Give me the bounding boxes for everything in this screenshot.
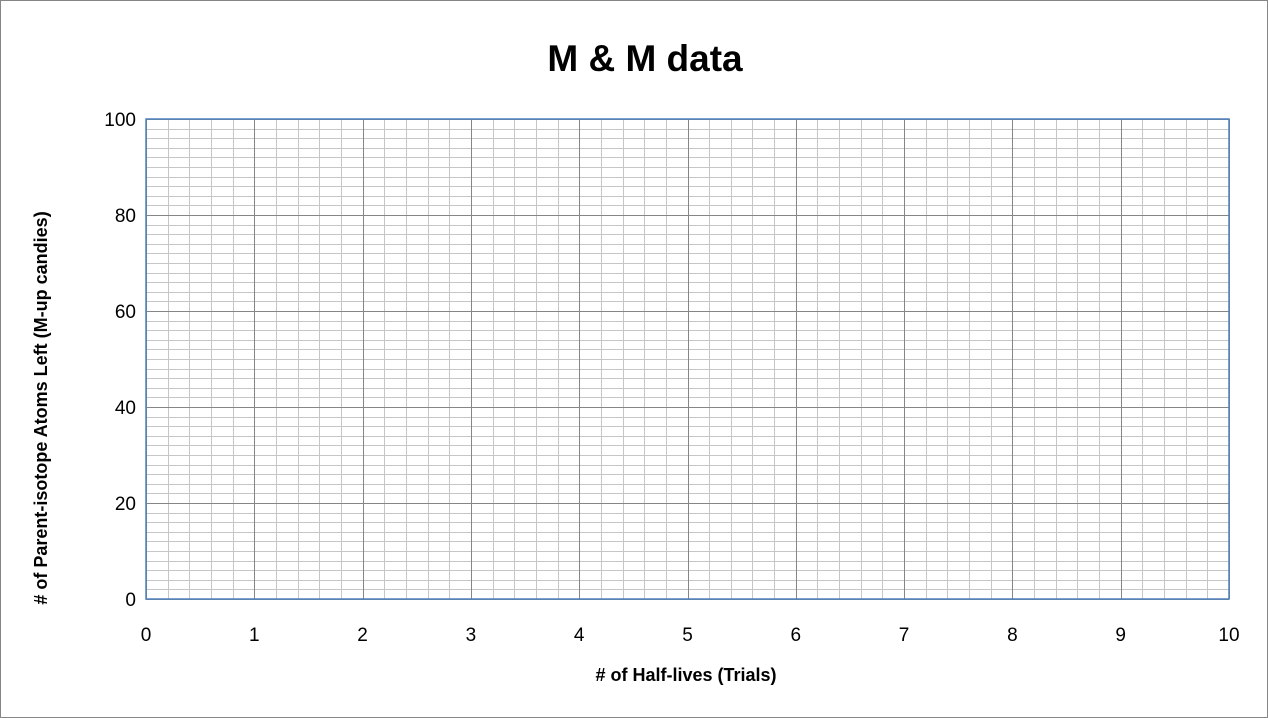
x-tick-label: 8 [1007,625,1018,646]
minor-gridlines [146,119,1229,599]
y-tick-label: 20 [115,494,136,515]
x-axis-label: # of Half-lives (Trials) [595,665,776,685]
x-tick-label: 7 [899,625,910,646]
y-tick-label: 40 [115,398,136,419]
x-tick-labels: 0 1 2 3 4 5 6 7 8 9 10 [141,625,1240,646]
x-tick-label: 0 [141,625,152,646]
x-tick-label: 10 [1218,625,1239,646]
x-tick-label: 1 [249,625,260,646]
y-axis-label: # of Parent-isotope Atoms Left (M-up can… [31,211,51,604]
x-tick-label: 2 [357,625,368,646]
y-tick-label: 80 [115,206,136,227]
y-tick-label: 60 [115,302,136,323]
x-tick-label: 4 [574,625,585,646]
x-tick-label: 3 [466,625,477,646]
y-tick-label: 0 [125,590,136,611]
y-tick-label: 100 [104,110,136,131]
x-tick-label: 5 [682,625,693,646]
x-tick-label: 6 [791,625,802,646]
x-tick-label: 9 [1115,625,1126,646]
y-tick-labels: 0 20 40 60 80 100 [104,110,136,611]
plot-area-border [145,118,1230,600]
chart-title: M & M data [547,38,743,79]
